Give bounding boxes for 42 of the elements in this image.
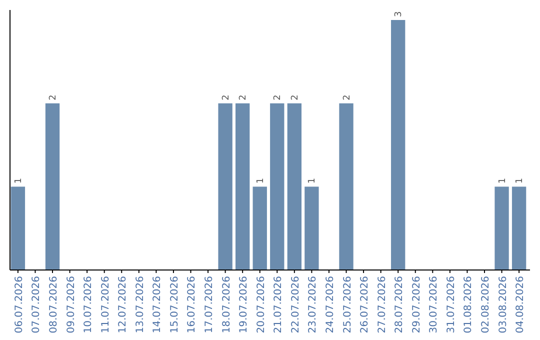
x-tick-label: 19.07.2026 <box>238 276 250 334</box>
x-tick-label: 24.07.2026 <box>324 276 336 334</box>
data-label: 2 <box>238 94 249 100</box>
x-tick-label: 29.07.2026 <box>411 276 422 334</box>
x-tick-label: 03.08.2026 <box>498 276 509 334</box>
x-tick-label: 15.07.2026 <box>169 276 180 334</box>
x-tick-label: 02.08.2026 <box>480 276 492 334</box>
x-tick-label: 22.07.2026 <box>290 276 302 334</box>
x-tick-label: 21.07.2026 <box>273 276 284 334</box>
x-tick-label: 09.07.2026 <box>66 276 77 334</box>
x-tick-label: 28.07.2026 <box>394 276 406 334</box>
x-tick-label: 16.07.2026 <box>186 276 198 334</box>
x-tick-label: 20.07.2026 <box>256 276 267 334</box>
x-tick-label: 31.07.2026 <box>446 276 457 334</box>
x-tick-label: 12.07.2026 <box>118 276 129 334</box>
x-tick-label: 26.07.2026 <box>360 276 371 334</box>
x-tick-label: 27.07.2026 <box>376 276 388 334</box>
x-tick-label: 04.08.2026 <box>515 276 526 334</box>
x-tick-label: 07.07.2026 <box>31 276 42 334</box>
data-label: 3 <box>394 11 404 17</box>
data-label: 1 <box>515 178 526 184</box>
x-tick-label: 13.07.2026 <box>134 276 146 334</box>
x-tick-label: 30.07.2026 <box>428 276 440 334</box>
x-tick-label: 14.07.2026 <box>152 276 164 334</box>
data-label: 1 <box>308 178 318 184</box>
x-tick-label: 11.07.2026 <box>100 276 112 334</box>
x-tick-label: 17.07.2026 <box>204 276 216 334</box>
x-tick-label: 06.07.2026 <box>14 276 25 334</box>
x-tick-label: 08.07.2026 <box>48 276 60 334</box>
data-label: 1 <box>14 178 24 184</box>
x-tick-label: 25.07.2026 <box>342 276 354 334</box>
data-label: 2 <box>342 94 352 100</box>
data-label: 2 <box>48 94 59 100</box>
x-tick-label: 23.07.2026 <box>308 276 319 334</box>
data-label: 2 <box>221 94 232 100</box>
data-label: 1 <box>256 178 266 184</box>
x-tick-label: 01.08.2026 <box>463 276 474 334</box>
x-tick-label: 10.07.2026 <box>83 276 94 334</box>
data-label: 2 <box>273 94 284 100</box>
data-label: 1 <box>498 178 508 184</box>
data-label: 2 <box>290 94 300 100</box>
x-tick-label: 18.07.2026 <box>221 276 232 334</box>
